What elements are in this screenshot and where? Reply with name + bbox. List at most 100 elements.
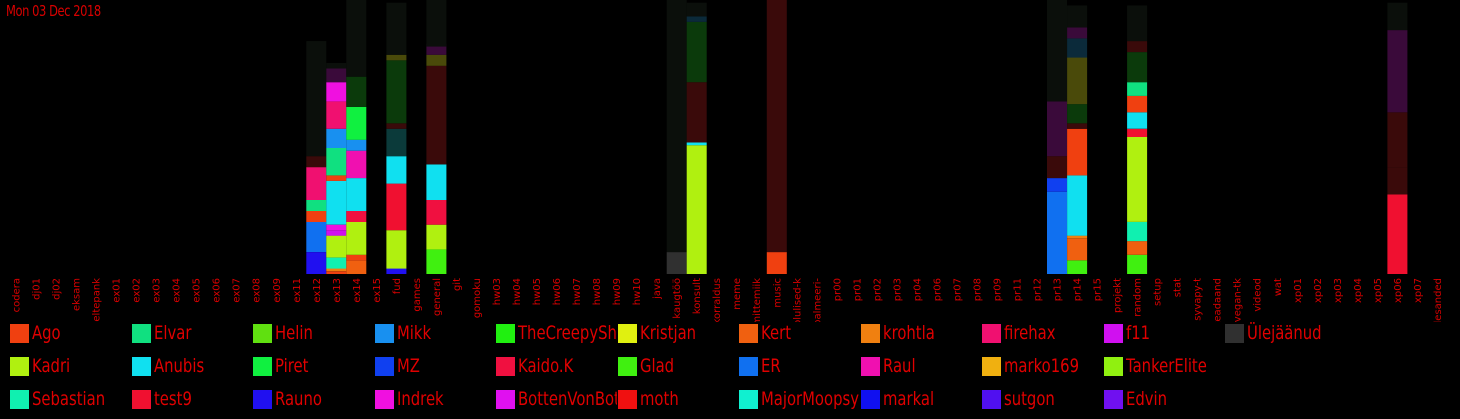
x-tick-label-videod: videod: [1253, 278, 1264, 312]
x-tick-label-pr09: pr09: [992, 278, 1003, 301]
legend-swatch: [860, 356, 880, 376]
legend-item: Indrek: [374, 388, 496, 410]
x-tick-label-ex04: ex04: [172, 278, 183, 303]
bar-background-pr14-5: [1067, 5, 1088, 28]
legend-item: Elvar: [131, 322, 253, 344]
legend-swatch: [131, 323, 151, 343]
x-tick-label-palmeeri-: palmeeri-: [812, 278, 823, 322]
bar-background-ex14-0: [346, 76, 367, 107]
legend-label: f11: [1125, 322, 1150, 344]
bar-segment-ex12-Elvar: [306, 200, 327, 211]
bar-segment-general-Anubis: [426, 164, 447, 200]
legend-label: Kaido.K: [518, 355, 574, 377]
bar-segment-general-Kaido.K: [426, 200, 447, 225]
x-tick-label-ex03: ex03: [152, 278, 163, 303]
legend-item: Edvin: [1103, 388, 1225, 410]
bar-segment-fud-Anubis: [386, 156, 407, 184]
legend-item: MZ: [374, 355, 496, 377]
bar-segment-ex13-Elvar: [326, 148, 347, 176]
x-tick-label-codera: codera: [12, 278, 23, 312]
legend-item: Kert: [739, 322, 860, 344]
legend-item: markal: [860, 388, 982, 410]
bar-background-ex12-1: [306, 41, 327, 157]
x-tick-label-hw05: hw05: [532, 278, 543, 305]
bar-background-ex13-0: [326, 68, 347, 83]
legend-label: Anubis: [153, 355, 204, 377]
legend-label: Glad: [639, 355, 674, 377]
legend-item: Kristjan: [617, 322, 739, 344]
x-tick-label-random: random: [1133, 278, 1144, 317]
bar-segment-random-Anubis: [1127, 112, 1148, 129]
bar-segment-random-Glad: [1127, 254, 1148, 274]
bar-segment-ex13-Kadri: [326, 235, 347, 258]
legend-swatch: [982, 323, 1001, 343]
x-tick-label-pr14: pr14: [1073, 278, 1084, 301]
legend-item: Mikk: [374, 322, 496, 344]
x-tick-label-hw04: hw04: [512, 278, 523, 305]
legend-swatch: [617, 389, 637, 409]
x-tick-label-pr03: pr03: [892, 278, 903, 301]
x-tick-label-pr07: pr07: [952, 278, 963, 301]
bar-segment-random-Kert: [1127, 241, 1148, 255]
bar-background-general-1: [426, 54, 447, 66]
bar-segment-pr14-Anubis: [1067, 175, 1088, 236]
bar-background-fud-2: [386, 60, 407, 124]
legend-label: MZ: [396, 355, 420, 377]
x-tick-label-teadaand: teadaand: [1213, 278, 1224, 322]
x-tick-label-syvapy-t: syvapy-t: [1193, 278, 1204, 321]
bar-background-pr13-1: [1047, 101, 1067, 157]
legend-swatch: [1103, 389, 1123, 409]
x-tick-label-kaugtöö: kaugtöö: [672, 278, 683, 319]
x-tick-label-ülesanded: ülesanded: [1433, 278, 1444, 322]
bar-segment-ex12-Ago: [306, 211, 327, 222]
bar-segment-fud-test9: [386, 183, 407, 231]
bar-background-random-1: [1127, 41, 1148, 53]
bar-background-xp06-3: [1387, 2, 1408, 31]
legend-swatch: [617, 356, 637, 376]
legend-swatch: [1225, 323, 1244, 343]
bar-segment-general-Glad: [426, 249, 447, 274]
x-tick-label-eksam: eksam: [72, 278, 83, 311]
legend-item: Helin: [253, 322, 374, 344]
legend-item: Sebastian: [10, 388, 131, 410]
legend-item: TankerElite: [1103, 355, 1225, 377]
legend-swatch: [739, 389, 758, 409]
legend-swatch: [374, 389, 394, 409]
legend-item: krohtla: [860, 322, 982, 344]
legend-swatch: [617, 323, 637, 343]
legend-swatch: [374, 356, 394, 376]
legend-label: Edvin: [1125, 388, 1167, 410]
x-tick-label-pr01: pr01: [852, 278, 863, 301]
x-tick-label-git: git: [452, 278, 463, 291]
bar-background-fud-4: [386, 2, 407, 55]
legend-item: firehax: [982, 322, 1103, 344]
x-tick-label-xp06: xp06: [1393, 278, 1404, 303]
bar-segment-ex14-Kert: [346, 260, 367, 274]
x-tick-label-ex05: ex05: [192, 278, 203, 303]
bar-segment-ex12-Rauno: [306, 252, 327, 274]
bar-segment-ex12-firehax: [306, 167, 327, 200]
bar-background-pr13-2: [1047, 0, 1067, 102]
bar-background-general-0: [426, 65, 447, 165]
x-tick-label-eltepank: eltepank: [92, 278, 103, 322]
x-tick-label-korraldus: korraldus: [712, 278, 723, 322]
x-tick-label-fud: fud: [392, 278, 403, 294]
legend-item: Rauno: [253, 388, 374, 410]
bar-background-ex12-0: [306, 156, 327, 168]
x-tick-label-olulised-k: olulised-k: [792, 278, 803, 322]
bar-segment-ex13-f11: [326, 230, 347, 236]
bar-segment-random-Kadri: [1127, 137, 1148, 222]
bar-segment-pr14-Glad: [1067, 260, 1088, 274]
x-tick-label-hw10: hw10: [632, 278, 643, 305]
x-tick-label-games: games: [412, 278, 423, 312]
x-tick-label-dj02: dj02: [52, 278, 63, 300]
x-tick-label-xp01: xp01: [1293, 278, 1304, 303]
bar-segment-random-Ago: [1127, 95, 1148, 113]
x-tick-label-hw09: hw09: [612, 278, 623, 305]
x-tick-label-ex01: ex01: [112, 278, 123, 303]
x-tick-label-wat: wat: [1273, 278, 1284, 296]
bar-background-general-3: [426, 0, 447, 47]
legend-swatch: [10, 323, 29, 343]
x-tick-label-konsult: konsult: [692, 278, 703, 314]
x-tick-label-ex07: ex07: [232, 278, 243, 303]
